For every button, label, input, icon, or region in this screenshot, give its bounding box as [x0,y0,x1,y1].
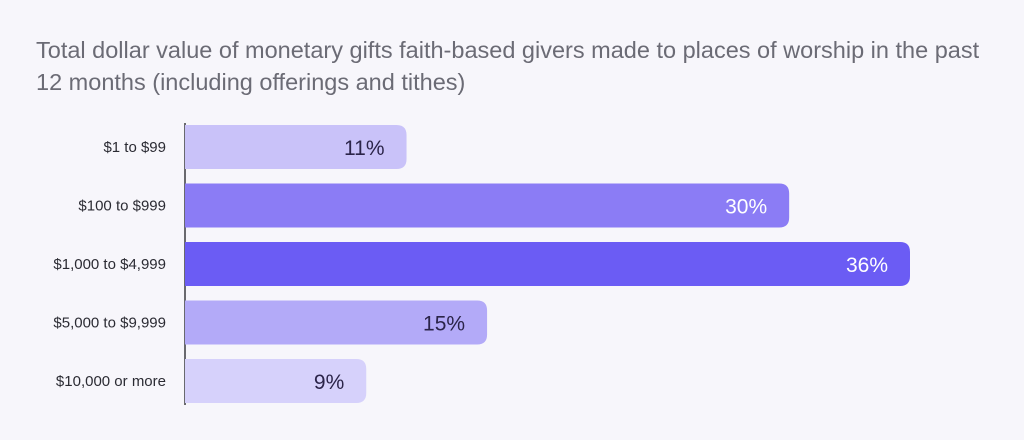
chart-title: Total dollar value of monetary gifts fai… [36,37,980,95]
category-label: $5,000 to $9,999 [53,315,166,332]
category-label: $100 to $999 [78,198,166,215]
bar-5 [185,359,367,403]
bar-3 [185,242,910,286]
category-label: $1 to $99 [103,139,166,156]
value-label: 9% [314,371,344,394]
bar-2 [185,183,790,228]
category-label: $10,000 or more [56,373,166,390]
value-label: 30% [725,196,767,219]
category-label: $1,000 to $4,999 [53,256,166,273]
value-label: 36% [846,254,888,277]
bar-4 [185,300,488,345]
bar-1 [185,125,407,169]
value-label: 11% [344,137,384,160]
value-label: 15% [423,313,465,336]
